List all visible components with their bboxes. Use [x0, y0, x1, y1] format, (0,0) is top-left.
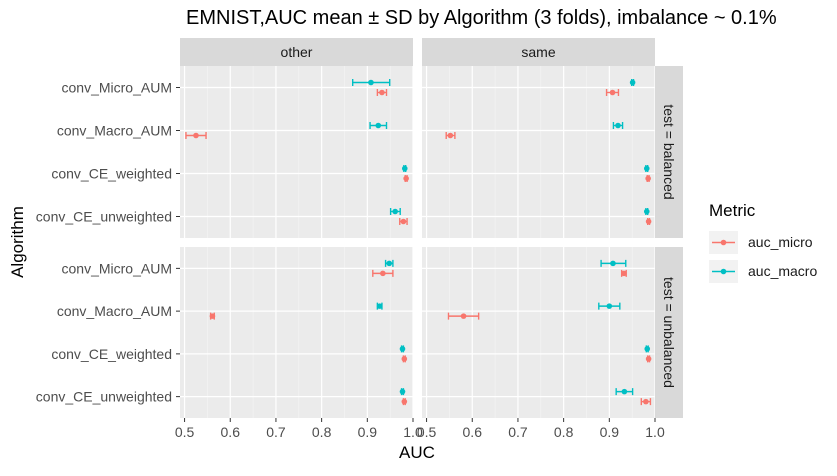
panel-background	[180, 66, 413, 238]
panel-background	[180, 247, 413, 418]
panel-same-row1	[422, 66, 656, 238]
auc_micro-point	[645, 175, 651, 182]
y-axis: conv_Micro_AUM conv_Macro_AUM conv_CE_weig…	[36, 80, 180, 405]
y-tick-label: conv_Macro_AUM	[57, 123, 172, 139]
auc_micro-point	[645, 356, 652, 362]
x-tick-label: 0.6	[221, 424, 241, 440]
auc_macro-point	[621, 388, 628, 395]
panel-same-row2	[422, 247, 656, 418]
panel-other-row2	[180, 247, 414, 418]
auc_micro-point	[621, 270, 627, 277]
strip-row1-background	[655, 66, 683, 238]
strip-same-background	[422, 38, 655, 66]
facet-strips: other same test = balanced test = unbalance…	[180, 38, 683, 418]
panel-background	[422, 247, 655, 418]
auc_macro-point	[643, 165, 650, 172]
auc_micro-point	[401, 398, 408, 405]
auc_micro-point	[447, 132, 454, 139]
strip-row2-label: test = unbalanced	[661, 277, 677, 388]
auc_micro-point	[609, 89, 616, 96]
strip-other-label: other	[281, 44, 313, 60]
strip-row1-label: test = balanced	[661, 104, 677, 199]
auc_macro-point	[644, 346, 651, 352]
legend-label-auc_macro: auc_macro	[748, 263, 817, 279]
auc_macro-point	[629, 79, 636, 86]
auc_macro-point	[376, 303, 383, 309]
auc_micro-point	[460, 313, 467, 319]
x-axis-label: AUC	[399, 443, 435, 462]
x-tick-label: 0.5	[417, 424, 437, 440]
y-tick-label: conv_CE_unweighted	[36, 209, 172, 225]
marks-other-row2	[209, 259, 408, 406]
auc_micro-point	[403, 175, 409, 182]
x-tick-label: 0.9	[600, 424, 620, 440]
marks-other-row1	[185, 79, 409, 225]
auc_micro-point	[643, 398, 649, 405]
auc_micro-point	[193, 132, 199, 139]
auc_macro-point	[401, 165, 408, 172]
x-tick-label: 0.8	[312, 424, 332, 440]
auc_macro-point	[606, 303, 613, 309]
x-tick-label: 0.5	[175, 424, 195, 440]
y-tick-label: conv_Macro_AUM	[57, 303, 172, 319]
x-tick-label: 0.6	[463, 424, 483, 440]
y-tick-label: conv_Micro_AUM	[62, 260, 172, 276]
strip-same-label: same	[521, 44, 555, 60]
auc_micro-point	[401, 356, 408, 362]
auc_micro-point	[379, 89, 385, 96]
auc_macro-point	[615, 122, 621, 129]
y-tick-label: conv_CE_weighted	[51, 166, 172, 182]
auc_macro-point	[392, 208, 398, 215]
auc_micro-point	[380, 270, 386, 277]
x-tick-label: 0.8	[554, 424, 574, 440]
strip-other-background	[180, 38, 413, 66]
y-tick-label: conv_CE_unweighted	[36, 389, 172, 405]
facet-panels	[180, 66, 656, 418]
panel-other-row1	[180, 66, 414, 238]
y-tick-label: conv_Micro_AUM	[62, 80, 172, 96]
auc_micro-point	[209, 313, 216, 319]
marks-same-row1	[445, 79, 652, 225]
auc_macro-point	[368, 79, 374, 86]
strip-row2-background	[655, 247, 683, 418]
panel-background	[422, 66, 655, 238]
auc_macro-point	[399, 346, 406, 352]
legend-point-auc_macro	[720, 268, 727, 275]
marks-same-row2	[447, 259, 652, 406]
legend-point-auc_micro	[720, 239, 727, 246]
auc_micro-point	[645, 218, 652, 225]
x-tick-label: 0.7	[266, 424, 286, 440]
legend: Metric auc_micro auc_macro	[709, 201, 817, 283]
legend-label-auc_micro: auc_micro	[748, 234, 813, 250]
x-tick-label: 0.7	[508, 424, 528, 440]
auc_micro-point	[400, 218, 407, 225]
y-tick-label: conv_CE_weighted	[51, 346, 172, 362]
auc_macro-point	[386, 260, 393, 267]
y-axis-label: Algorithm	[8, 206, 27, 278]
auc_macro-point	[643, 208, 650, 215]
x-tick-label: 1.0	[645, 424, 665, 440]
x-tick-label: 0.9	[358, 424, 378, 440]
legend-title: Metric	[709, 201, 756, 220]
auc_macro-point	[610, 260, 616, 267]
auc_macro-point	[399, 388, 406, 395]
auc_macro-point	[375, 122, 382, 129]
chart-title: EMNIST,AUC mean ± SD by Algorithm (3 fol…	[186, 7, 777, 29]
x-axis: 0.5 0.6 0.7 0.8 0.9 1.00.5 0.6 0.7 0.8 0.9 1.0	[175, 418, 665, 440]
x-tick-label: 1.0	[403, 424, 423, 440]
